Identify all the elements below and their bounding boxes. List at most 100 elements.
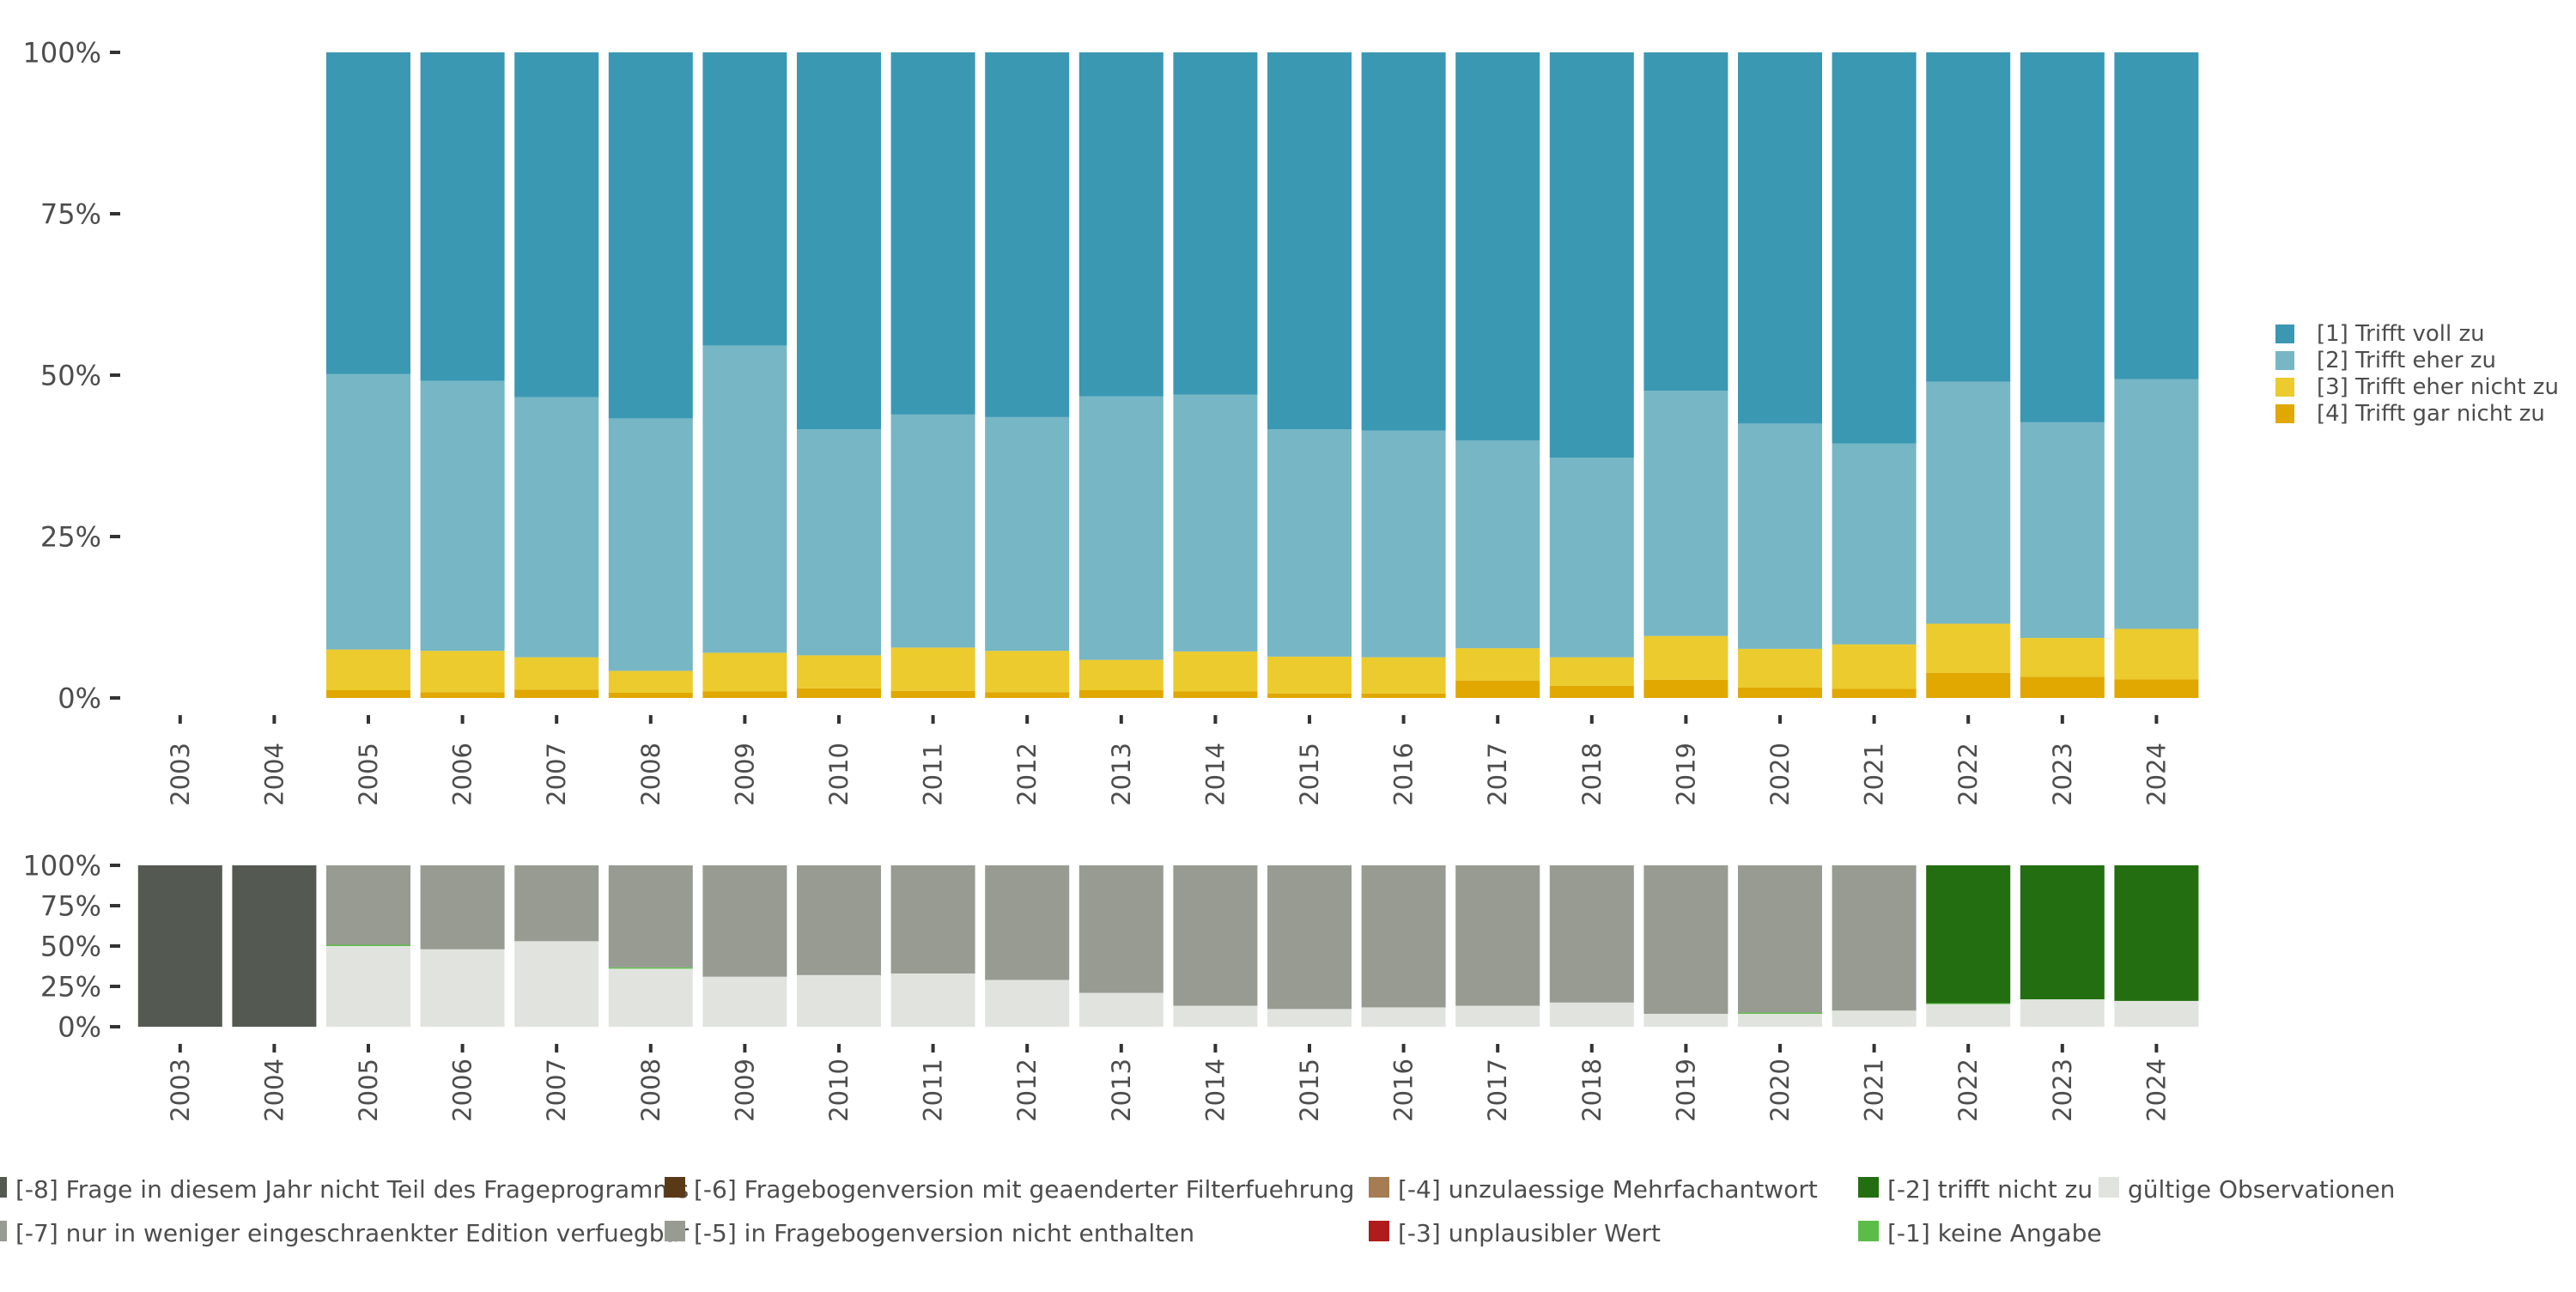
bar-segment (514, 865, 599, 942)
bar-segment (2020, 676, 2105, 698)
legend-label: [1] Trifft voll zu (2317, 321, 2485, 347)
bar-segment (1173, 1005, 1258, 1027)
x-tick-label: 2006 (448, 743, 477, 806)
bar-segment (420, 949, 505, 1027)
bar-segment (1643, 391, 1728, 636)
y-tick-label: 100% (23, 37, 101, 70)
legend-label: [-3] unplausibler Wert (1398, 1219, 1661, 1247)
x-tick-label: 2023 (2048, 743, 2077, 806)
legend-swatch (665, 1177, 685, 1198)
bar-segment (1926, 623, 2011, 673)
x-tick-label: 2020 (1765, 1058, 1795, 1122)
legend-label: [-7] nur in weniger eingeschraenkter Edi… (15, 1219, 690, 1247)
bar-segment (1738, 865, 1822, 1013)
bar-segment (1361, 865, 1446, 1008)
bar-segment (1643, 635, 1728, 680)
bar-segment (1549, 685, 1634, 698)
bar-segment (608, 52, 693, 419)
legend-label: [-6] Fragebogenversion mit geaenderter F… (694, 1175, 1354, 1204)
bar-segment (514, 941, 599, 1027)
x-tick-label: 2016 (1389, 1058, 1419, 1122)
x-tick-label: 2021 (1860, 1058, 1889, 1122)
x-tick-label: 2014 (1200, 743, 1230, 806)
legend-swatch (1858, 1221, 1879, 1241)
x-tick-label: 2018 (1577, 1058, 1607, 1122)
legend-swatch (2275, 325, 2294, 343)
legend-swatch (0, 1177, 7, 1198)
bar-segment (1643, 865, 1728, 1014)
bar-segment (890, 414, 975, 648)
legend-swatch (2275, 351, 2294, 370)
y-tick-label: 100% (23, 850, 101, 883)
x-tick-label: 2019 (1671, 743, 1700, 806)
bar-segment (1361, 1007, 1446, 1027)
bar-segment (2114, 1000, 2199, 1027)
bar-segment (608, 865, 693, 967)
bar-segment (514, 397, 599, 658)
bar-segment (608, 968, 693, 1027)
bar-segment (1267, 865, 1352, 1010)
bar-segment (1455, 865, 1540, 1006)
x-tick-label: 2005 (354, 1058, 383, 1122)
x-tick-label: 2023 (2048, 1058, 2077, 1122)
x-tick-label: 2013 (1107, 743, 1136, 806)
legend-swatch (1369, 1221, 1389, 1241)
bar-segment (1455, 680, 1540, 698)
y-tick-label: 75% (40, 198, 101, 231)
bar-segment (2020, 638, 2105, 677)
x-tick-label: 2022 (1953, 1058, 1983, 1122)
bar-segment (608, 670, 693, 693)
bar-segment (514, 52, 599, 397)
bar-segment (1455, 440, 1540, 649)
bar-segment (232, 865, 317, 1027)
bar-segment (797, 865, 881, 975)
bar-segment (1832, 443, 1917, 645)
legend-label: [-5] in Fragebogenversion nicht enthalte… (694, 1219, 1194, 1247)
bar-segment (1738, 423, 1822, 649)
bar-segment (2114, 628, 2199, 680)
bar-segment (797, 974, 881, 1027)
bar-segment (1267, 52, 1352, 430)
bar-segment (2114, 379, 2199, 629)
y-tick-label: 50% (40, 931, 101, 963)
x-tick-label: 2015 (1295, 743, 1324, 806)
x-tick-label: 2007 (542, 743, 571, 806)
bar-segment (1078, 992, 1163, 1027)
bar-segment (420, 651, 505, 693)
bar-segment (137, 865, 222, 1027)
bar-segment (1832, 1010, 1917, 1027)
bar-segment (514, 689, 599, 698)
bar-segment (608, 692, 693, 698)
x-tick-label: 2019 (1671, 1058, 1700, 1122)
bar-segment (326, 689, 410, 698)
bar-segment (797, 655, 881, 688)
bar-segment (2114, 865, 2199, 1001)
bar-segment (1926, 672, 2011, 698)
bar-segment (1078, 396, 1163, 660)
bar-segment (702, 52, 787, 346)
bar-segment (326, 865, 410, 945)
bar-segment (420, 380, 505, 652)
x-tick-label: 2009 (730, 1058, 759, 1122)
bar-segment (1173, 52, 1258, 395)
bar-segment (1549, 865, 1634, 1003)
bar-segment (514, 657, 599, 690)
bar-segment (1078, 689, 1163, 698)
x-tick-label: 2004 (259, 743, 289, 806)
bar-segment (797, 429, 881, 656)
x-tick-label: 2010 (824, 1058, 854, 1122)
bar-segment (1549, 1002, 1634, 1027)
x-tick-label: 2013 (1107, 1058, 1136, 1122)
legend-swatch (1858, 1177, 1879, 1198)
bar-segment (2020, 422, 2105, 639)
bar-segment (1549, 458, 1634, 658)
bar-segment (420, 865, 505, 949)
bar-segment (985, 865, 1070, 980)
legend-swatch (2275, 378, 2294, 397)
x-tick-label: 2004 (259, 1058, 289, 1122)
bar-segment (608, 967, 693, 969)
bar-segment (985, 52, 1070, 417)
x-tick-label: 2006 (448, 1058, 477, 1122)
bar-segment (702, 345, 787, 653)
